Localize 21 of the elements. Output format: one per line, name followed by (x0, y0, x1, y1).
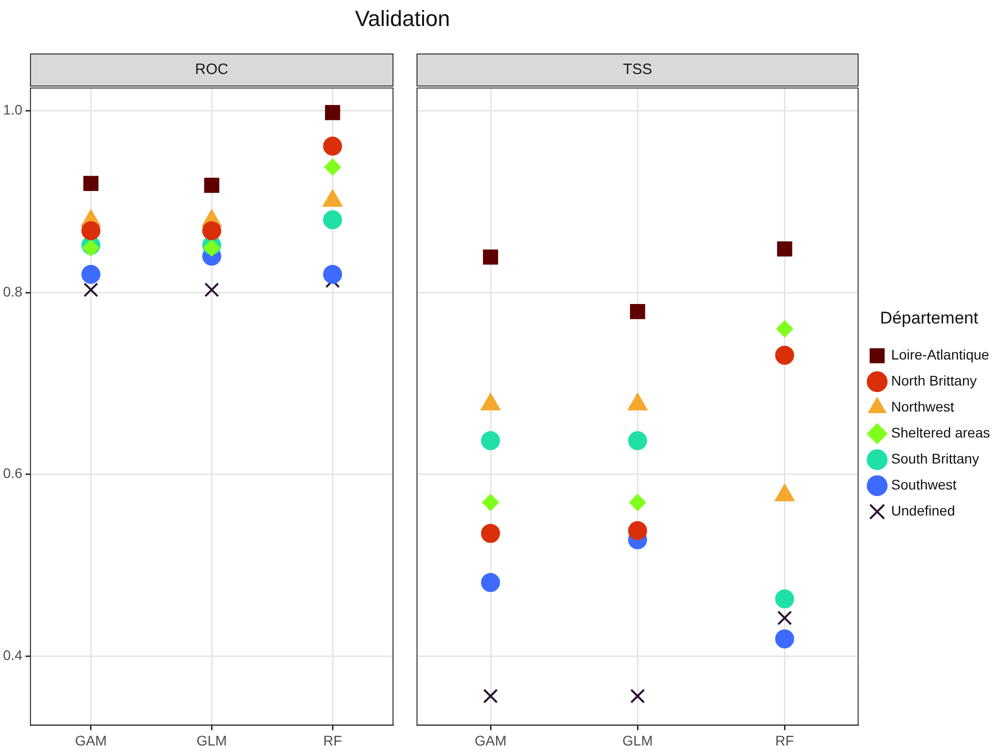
chart-subtitle: TSS (622, 61, 652, 78)
x-tick-label: RF (323, 732, 342, 748)
x-tick-label: GLM (196, 732, 227, 748)
chart-title: Validation (354, 6, 451, 32)
legend-label: Undefined (891, 502, 955, 519)
legend-label: Loire-Atlantique (891, 346, 990, 363)
y-tick-label: 0.8 (2, 283, 23, 300)
x-tick-label: GAM (474, 732, 506, 748)
legend-label: South Brittany (891, 450, 980, 467)
chart-subtitle: ROC (195, 61, 229, 78)
y-tick-label: 0.6 (2, 465, 23, 482)
legend-title: Département (880, 308, 978, 328)
legend-label: North Brittany (891, 372, 977, 389)
x-tick-label: GAM (74, 732, 107, 748)
y-tick-label: 0.4 (2, 646, 23, 663)
x-tick-label: RF (775, 732, 794, 748)
x-tick-label: GLM (622, 732, 653, 748)
y-tick-label: 1.0 (2, 102, 23, 118)
legend-label: Sheltered areas (891, 424, 990, 441)
legend-label: Northwest (891, 398, 954, 415)
legend-label: Southwest (891, 476, 957, 493)
